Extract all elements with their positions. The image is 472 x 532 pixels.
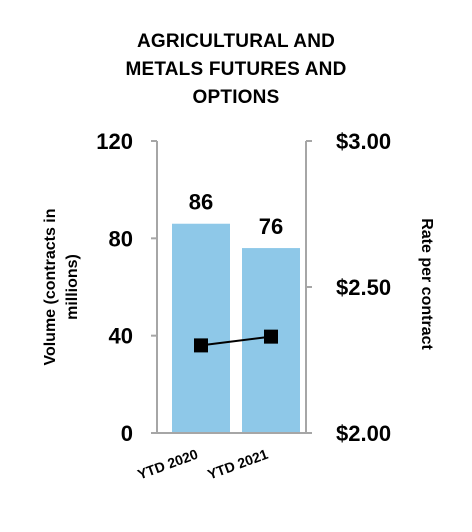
right-tick-label: $2.00 (336, 421, 391, 446)
chart-title-line-3: OPTIONS (192, 87, 280, 108)
y2-axis-title: Rate per contract (418, 218, 435, 350)
chart-title-line-2: METALS FUTURES AND (125, 59, 347, 80)
bar (172, 223, 230, 433)
left-tick-label: 80 (109, 226, 133, 251)
rate-line (200, 335, 272, 347)
y-axis-title-line-1: Volume (contracts in (42, 208, 59, 365)
chart-title: AGRICULTURAL AND METALS FUTURES AND OPTI… (0, 28, 472, 112)
left-axis-ticks: 0 40 80 120 (96, 129, 157, 446)
bar-data-label: 76 (259, 214, 283, 239)
left-tick-label: 120 (96, 129, 133, 154)
bar-data-label: 86 (189, 190, 213, 215)
category-label: YTD 2020 (135, 446, 200, 483)
bar-series: 86 76 (172, 190, 300, 433)
category-label: YTD 2021 (205, 446, 270, 483)
right-tick-label: $3.00 (336, 129, 391, 154)
rate-line-series (194, 329, 278, 353)
chart-title-line-1: AGRICULTURAL AND (136, 31, 336, 52)
rate-marker (194, 338, 208, 353)
right-axis-ticks: $2.00 $2.50 $3.00 (306, 129, 391, 446)
y-axis-title-line-2: millions) (64, 254, 81, 320)
rate-marker (264, 329, 278, 344)
right-tick-label: $2.50 (336, 275, 391, 300)
category-labels: YTD 2020 YTD 2021 (135, 446, 270, 483)
left-tick-label: 40 (109, 324, 133, 349)
left-tick-label: 0 (121, 421, 133, 446)
